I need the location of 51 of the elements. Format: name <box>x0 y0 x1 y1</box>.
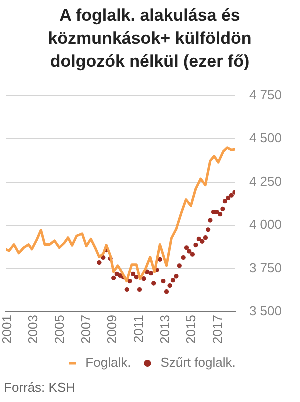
x-tick-label: 2009 <box>104 315 120 344</box>
point <box>161 278 166 284</box>
point <box>158 257 162 262</box>
point <box>181 255 186 260</box>
x-tick-label: 2015 <box>184 315 199 344</box>
x-tick-label: 2003 <box>26 315 41 344</box>
point <box>174 274 179 279</box>
point <box>203 236 208 240</box>
y-tick-label: 3 750 <box>249 260 282 276</box>
point <box>206 228 211 232</box>
x-tick-label: 2013 <box>157 315 172 344</box>
point <box>170 278 176 283</box>
x-tick-label: 2005 <box>52 315 67 344</box>
point <box>124 287 130 292</box>
point <box>148 271 154 276</box>
point <box>200 239 205 244</box>
point <box>131 272 136 276</box>
legend-label: Szűrt foglalk. <box>160 355 236 370</box>
point <box>97 260 102 266</box>
point <box>137 287 142 292</box>
point <box>208 218 213 223</box>
point <box>112 276 116 280</box>
point <box>196 236 202 242</box>
point <box>190 252 195 257</box>
y-tick-label: 4 250 <box>249 174 282 189</box>
point <box>184 246 190 250</box>
y-tick-label: 4 500 <box>249 130 282 146</box>
point <box>220 206 226 212</box>
y-tick-label: 4 000 <box>249 217 282 232</box>
point <box>152 281 156 286</box>
point <box>226 196 231 201</box>
legend-label: Foglalk. <box>86 355 132 370</box>
point <box>218 212 223 217</box>
point <box>194 242 198 248</box>
x-tick-label: 2007 <box>78 315 94 344</box>
point <box>177 264 182 268</box>
point <box>168 283 172 288</box>
y-tick-label: 3 500 <box>249 304 282 319</box>
x-tick-label: 2017 <box>210 315 225 344</box>
point <box>164 290 170 294</box>
chart-title: A foglalk. alakulása és közmunkások+ külföldön dolgozók nélkül (ezer fő) <box>47 5 253 73</box>
x-tick-label: 2001 <box>0 315 14 344</box>
point <box>118 273 123 278</box>
point <box>142 276 146 282</box>
point <box>222 199 228 204</box>
point <box>229 193 234 198</box>
y-tick-label: 4 750 <box>249 87 282 102</box>
text: Forrás: KSH <box>3 380 77 396</box>
x-tick-label: 2011 <box>130 315 146 344</box>
point <box>134 275 139 280</box>
point <box>187 249 192 254</box>
